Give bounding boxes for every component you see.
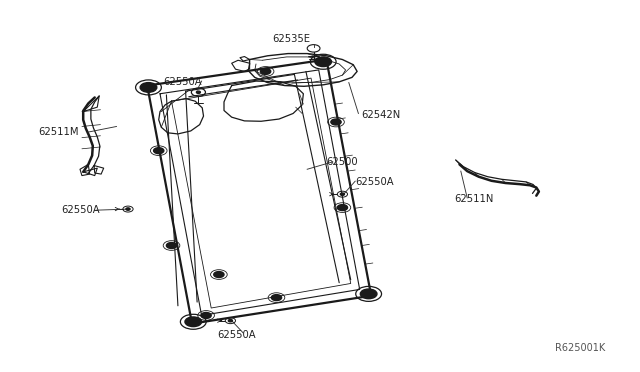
Text: 62550A: 62550A [218, 330, 256, 340]
Circle shape [315, 57, 332, 67]
Circle shape [140, 83, 157, 92]
Circle shape [340, 193, 344, 195]
Text: 62511M: 62511M [38, 127, 79, 137]
Circle shape [196, 91, 200, 93]
Circle shape [228, 320, 232, 322]
Text: R625001K: R625001K [554, 343, 605, 353]
Circle shape [337, 205, 348, 211]
Circle shape [214, 272, 224, 278]
Circle shape [185, 317, 202, 327]
Text: 62542N: 62542N [362, 110, 401, 120]
Text: 62550A: 62550A [163, 77, 202, 87]
Text: 62550A: 62550A [61, 205, 99, 215]
Circle shape [260, 68, 271, 74]
Circle shape [331, 119, 341, 125]
Circle shape [201, 312, 211, 318]
Circle shape [126, 208, 130, 210]
Text: 62500: 62500 [326, 157, 358, 167]
Text: 62535E: 62535E [272, 34, 310, 44]
Circle shape [271, 295, 282, 301]
Circle shape [360, 289, 377, 299]
Circle shape [154, 148, 164, 154]
Text: 62511N: 62511N [454, 194, 494, 204]
Circle shape [166, 243, 177, 248]
Text: 62550A: 62550A [355, 177, 394, 187]
